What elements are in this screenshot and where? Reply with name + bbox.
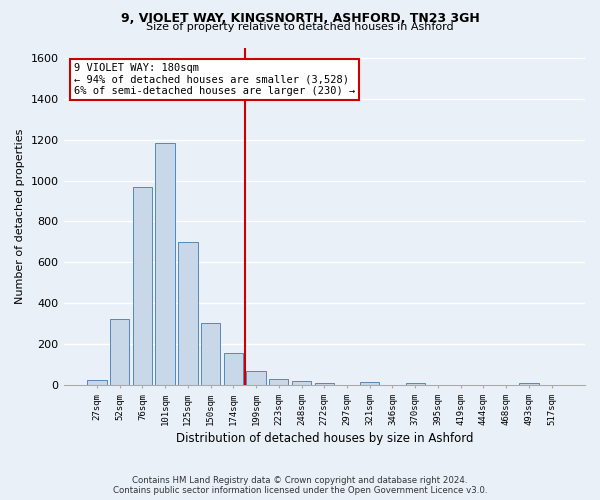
Text: Contains HM Land Registry data © Crown copyright and database right 2024.
Contai: Contains HM Land Registry data © Crown c… (113, 476, 487, 495)
Bar (201, 322, 220, 385)
Bar (110, 318, 130, 385)
Bar (314, 383, 334, 385)
Bar (519, 383, 539, 385)
Bar (292, 381, 311, 385)
Bar (360, 382, 379, 385)
Bar (269, 379, 289, 385)
Bar (178, 242, 197, 385)
Bar (406, 383, 425, 385)
Bar (87, 380, 107, 385)
Bar (133, 186, 152, 385)
Bar (224, 354, 243, 385)
Bar (155, 142, 175, 385)
Text: Size of property relative to detached houses in Ashford: Size of property relative to detached ho… (146, 22, 454, 32)
Bar (247, 371, 266, 385)
Text: 9, VIOLET WAY, KINGSNORTH, ASHFORD, TN23 3GH: 9, VIOLET WAY, KINGSNORTH, ASHFORD, TN23… (121, 12, 479, 26)
Y-axis label: Number of detached properties: Number of detached properties (15, 128, 25, 304)
X-axis label: Distribution of detached houses by size in Ashford: Distribution of detached houses by size … (176, 432, 473, 445)
Text: 9 VIOLET WAY: 180sqm
← 94% of detached houses are smaller (3,528)
6% of semi-det: 9 VIOLET WAY: 180sqm ← 94% of detached h… (74, 62, 355, 96)
